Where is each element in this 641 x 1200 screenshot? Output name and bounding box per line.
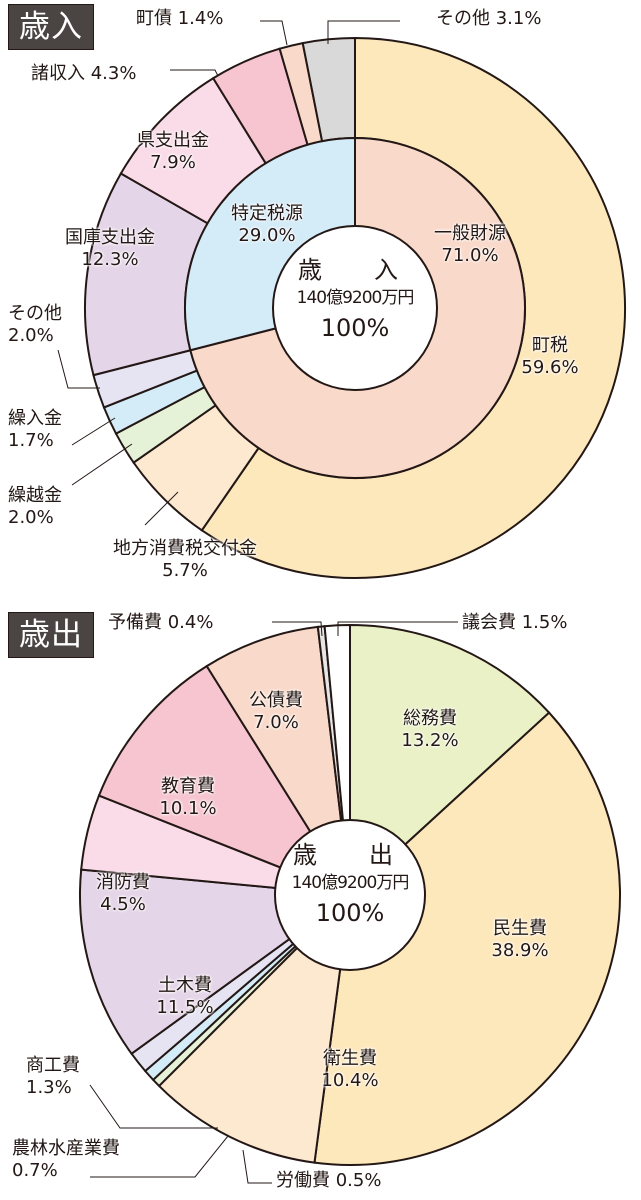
label-civil-engineering-name: 土木費 <box>158 975 212 996</box>
revenue-center-label: 歳 入 140億9200万円 100% <box>275 255 435 345</box>
revenue-center-percent: 100% <box>320 314 390 342</box>
label-pref-subsidy: 県支出金 7.9% <box>118 130 228 174</box>
label-commerce: 商工費 1.3% <box>26 1055 80 1099</box>
label-transfer-name: 繰入金 <box>8 408 62 429</box>
label-agriculture: 農林水産業費 0.7% <box>12 1138 120 1182</box>
revenue-badge: 歳入 <box>8 4 94 50</box>
label-welfare-value: 38.9% <box>491 940 549 961</box>
label-misc-income: 諸収入 4.3% <box>31 63 137 84</box>
leader-line <box>327 20 400 44</box>
label-assembly: 議会費 1.5% <box>462 612 568 633</box>
expenditure-slice <box>157 892 352 1164</box>
label-town-bond: 町債 1.4% <box>136 8 224 29</box>
label-welfare: 民生費 38.9% <box>470 918 570 962</box>
label-town-tax-value: 59.6% <box>521 357 579 378</box>
label-national-subsidy-name: 国庫支出金 <box>65 227 155 248</box>
label-transfer: 繰入金 1.7% <box>8 408 62 452</box>
label-general-affairs-value: 13.2% <box>401 730 459 751</box>
label-local-consumption-tax: 地方消費税交付金 5.7% <box>85 538 285 582</box>
label-commerce-value: 1.3% <box>26 1077 72 1098</box>
expenditure-center-percent: 100% <box>315 899 385 927</box>
center-circle <box>274 819 426 971</box>
expenditure-slice <box>313 711 621 1166</box>
label-carryover-value: 2.0% <box>8 507 54 528</box>
expenditure-center-title: 歳 出 <box>293 841 407 869</box>
label-agriculture-value: 0.7% <box>12 1160 58 1181</box>
label-pref-subsidy-value: 7.9% <box>150 152 196 173</box>
label-reserve: 予備費 0.4% <box>108 612 214 633</box>
expenditure-slice <box>349 623 551 898</box>
label-public-debt-value: 7.0% <box>253 712 299 733</box>
expenditure-slice <box>97 664 353 898</box>
label-labor: 労働費 0.5% <box>276 1170 382 1191</box>
label-general-affairs: 総務費 13.2% <box>380 708 480 752</box>
label-specific-revenue: 特定税源 29.0% <box>212 203 322 247</box>
label-education-name: 教育費 <box>161 776 215 797</box>
label-carryover-name: 繰越金 <box>8 485 62 506</box>
leader-line <box>57 349 100 389</box>
leader-line <box>170 69 219 77</box>
center-circle <box>272 225 438 391</box>
label-general-affairs-name: 総務費 <box>403 708 457 729</box>
label-commerce-name: 商工費 <box>26 1055 80 1076</box>
label-national-subsidy-value: 12.3% <box>81 249 139 270</box>
label-local-consumption-tax-name: 地方消費税交付金 <box>113 538 257 559</box>
label-national-subsidy: 国庫支出金 12.3% <box>45 227 175 271</box>
leader-line <box>71 443 133 486</box>
label-education-value: 10.1% <box>159 798 217 819</box>
label-other-left: その他 2.0% <box>8 303 62 347</box>
revenue-center-title: 歳 入 <box>298 256 412 284</box>
label-transfer-value: 1.7% <box>8 430 54 451</box>
label-civil-engineering: 土木費 11.5% <box>135 975 235 1019</box>
leader-line <box>90 1135 229 1178</box>
label-fire-name: 消防費 <box>96 872 150 893</box>
expenditure-center-label: 歳 出 140億9200万円 100% <box>270 840 430 930</box>
label-town-tax-name: 町税 <box>532 335 568 356</box>
label-agriculture-name: 農林水産業費 <box>12 1138 120 1159</box>
label-general-revenue: 一般財源 71.0% <box>415 223 525 267</box>
label-welfare-name: 民生費 <box>493 918 547 939</box>
leader-line <box>337 621 458 636</box>
label-education: 教育費 10.1% <box>138 776 238 820</box>
label-specific-revenue-value: 29.0% <box>238 225 296 246</box>
label-town-tax: 町税 59.6% <box>510 335 590 379</box>
label-public-debt-name: 公債費 <box>249 690 303 711</box>
label-pref-subsidy-name: 県支出金 <box>137 130 209 151</box>
leader-line <box>260 20 288 46</box>
leader-line <box>71 417 116 446</box>
label-public-debt: 公債費 7.0% <box>226 690 326 734</box>
label-other-top: その他 3.1% <box>436 8 542 29</box>
label-other-left-value: 2.0% <box>8 325 54 346</box>
expenditure-center-amount: 140億9200万円 <box>291 873 410 893</box>
label-general-revenue-value: 71.0% <box>441 245 499 266</box>
expenditure-badge: 歳出 <box>8 612 94 658</box>
leader-line <box>144 491 179 526</box>
label-other-left-name: その他 <box>8 303 62 324</box>
label-civil-engineering-value: 11.5% <box>156 997 214 1018</box>
label-health: 衛生費 10.4% <box>300 1048 400 1092</box>
leader-line <box>272 621 323 637</box>
label-general-revenue-name: 一般財源 <box>434 223 506 244</box>
label-local-consumption-tax-value: 5.7% <box>162 560 208 581</box>
revenue-donut-chart <box>57 20 626 579</box>
label-health-value: 10.4% <box>321 1070 379 1091</box>
label-carryover: 繰越金 2.0% <box>8 485 62 529</box>
label-health-name: 衛生費 <box>323 1048 377 1069</box>
label-fire-value: 4.5% <box>100 894 146 915</box>
revenue-center-amount: 140億9200万円 <box>296 288 415 308</box>
leader-line <box>89 1084 218 1129</box>
label-fire: 消防費 4.5% <box>78 872 168 916</box>
leader-line <box>242 1149 272 1184</box>
label-specific-revenue-name: 特定税源 <box>231 203 303 224</box>
